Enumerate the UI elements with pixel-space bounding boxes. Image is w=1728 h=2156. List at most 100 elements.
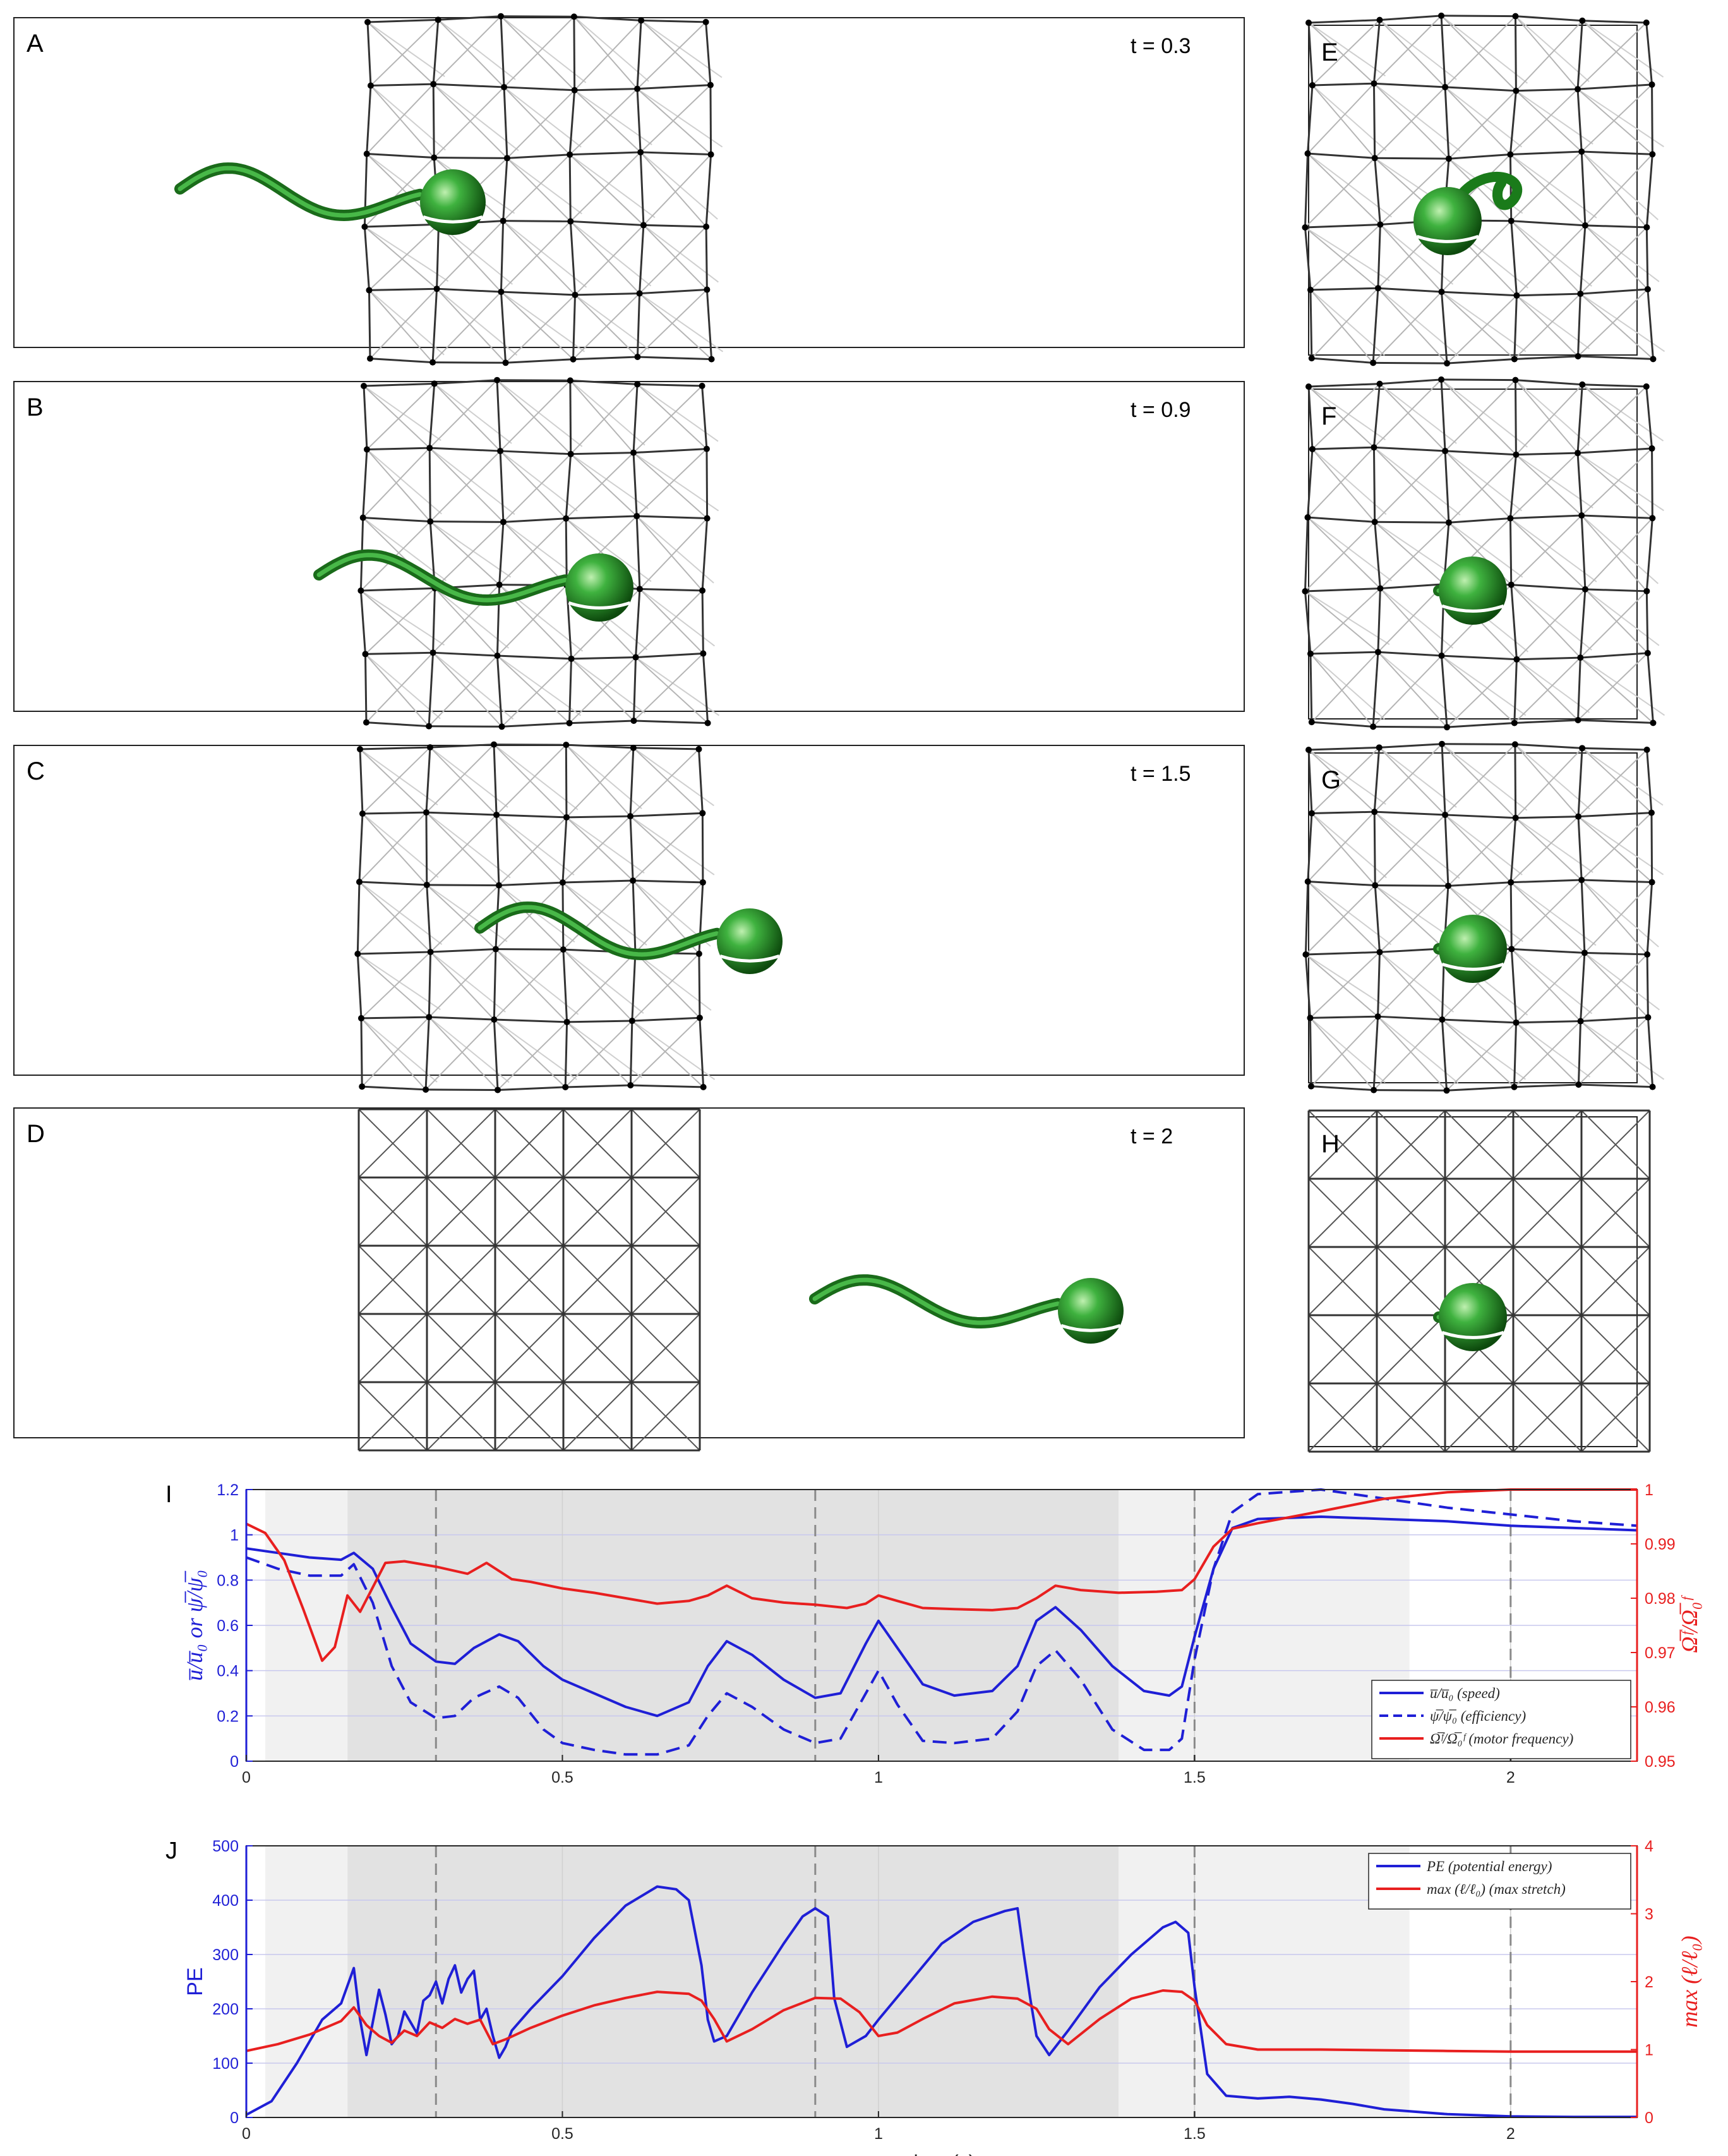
lattice-diagonal [633, 452, 708, 519]
lattice-diagonal [1308, 1383, 1377, 1452]
lattice-diagonal [1305, 884, 1376, 955]
lattice-node [498, 289, 505, 296]
lattice-diagonal [1373, 1019, 1443, 1091]
lattice-node [703, 445, 710, 452]
lattice-diagonal [503, 16, 575, 88]
lattice-diagonal [1515, 90, 1582, 152]
lattice-edge [425, 812, 428, 885]
lattice-edge [633, 720, 708, 725]
panel-letter-c: C [27, 757, 45, 785]
time-label-c: t = 1.5 [1131, 762, 1191, 786]
lattice-node [361, 223, 368, 230]
shaded-region [347, 1846, 1119, 2117]
lattice-diagonal [500, 380, 571, 452]
lattice-edge [562, 949, 568, 1022]
lattice-node [1305, 20, 1312, 26]
lattice-node [1444, 360, 1451, 367]
lattice-diagonal [1513, 1246, 1582, 1316]
lattice-node [494, 653, 501, 659]
lattice-edge [432, 588, 436, 653]
lattice-edge [1440, 291, 1448, 364]
lattice-node [429, 359, 436, 366]
lattice-edge [370, 83, 434, 87]
lattice-diagonal [1580, 227, 1648, 294]
lattice-node [1439, 1016, 1446, 1023]
lattice-node [1304, 878, 1311, 885]
y-right-tick-label: 3 [1645, 1906, 1653, 1924]
panel-letter-g: G [1321, 766, 1341, 794]
lattice-edge [1515, 816, 1579, 819]
lattice-diagonal [369, 288, 438, 359]
lattice-edge [636, 88, 642, 153]
lattice-strand [426, 812, 511, 879]
lattice-diagonal [426, 1109, 496, 1178]
lattice-strand [565, 517, 652, 582]
lattice-node [1370, 359, 1377, 366]
lattice-node [1577, 1018, 1584, 1025]
lattice-diagonal [429, 521, 500, 586]
lattice-node [502, 359, 509, 366]
y-right-tick-label: 0 [1645, 2109, 1653, 2127]
lattice-edge [497, 654, 572, 660]
lattice-diagonal [1311, 651, 1379, 723]
lattice-diagonal [1377, 584, 1445, 653]
side-panel-g: G [1302, 740, 1665, 1094]
lattice-node [1508, 946, 1515, 953]
lattice-diagonal [1444, 1383, 1514, 1452]
lattice-diagonal [426, 1177, 496, 1246]
series-line-2 [246, 1989, 1637, 2053]
lattice-edge [363, 517, 431, 523]
lattice-edge [639, 587, 703, 592]
lattice-strand [1307, 153, 1392, 218]
lattice-diagonal [1515, 747, 1583, 819]
y-right-tick-label: 0.98 [1645, 1590, 1676, 1608]
lattice-diagonal [1515, 952, 1585, 1023]
lattice-strand [364, 653, 441, 720]
lattice-node [1644, 286, 1651, 292]
lattice-node [1643, 224, 1650, 231]
lattice-strand [632, 1020, 716, 1080]
lattice-diagonal [1446, 659, 1518, 728]
lattice-edge [1444, 814, 1449, 886]
lattice-strand [500, 450, 578, 512]
lattice-node [699, 587, 706, 594]
lattice-edge [495, 814, 500, 886]
lattice-edge [632, 384, 639, 453]
side-panel-h: H [1307, 1109, 1651, 1453]
lattice-edge [1651, 448, 1653, 519]
lattice-edge [502, 158, 508, 221]
lattice-diagonal [1510, 816, 1579, 883]
lattice-diagonal [1312, 19, 1381, 86]
lattice-edge [1446, 358, 1515, 364]
series-line-2 [246, 1488, 1638, 1756]
lattice-diagonal [563, 1109, 632, 1178]
lattice-diagonal [496, 814, 563, 883]
lattice-edge [1509, 154, 1513, 221]
lattice-node [1650, 720, 1657, 726]
lattice-edge [637, 356, 712, 361]
lattice-node [637, 149, 644, 156]
lattice-node [433, 286, 440, 292]
lattice-edge [1305, 224, 1381, 229]
lattice-strand [1516, 658, 1590, 713]
lattice-diagonal [1308, 1178, 1377, 1248]
lattice-diagonal [1374, 814, 1446, 886]
lattice-edge [1581, 150, 1653, 155]
lattice-node [430, 81, 437, 88]
lattice-node [1649, 1083, 1656, 1090]
lattice-node [707, 81, 714, 88]
lattice-edge [1647, 1017, 1654, 1087]
lattice-node [1513, 656, 1520, 663]
lattice-edge [1516, 88, 1578, 92]
lattice-diagonal [566, 817, 633, 881]
lattice-diagonal [570, 152, 641, 222]
lattice-strand [1511, 948, 1593, 1015]
lattice-edge [365, 651, 433, 655]
lattice-node [1511, 720, 1518, 726]
lattice-strand [429, 747, 508, 808]
lattice-node [1304, 514, 1311, 521]
lattice-edge [1373, 812, 1376, 886]
lattice-diagonal [1305, 954, 1379, 1017]
lattice-node [695, 950, 702, 957]
swimmer [1413, 171, 1523, 255]
